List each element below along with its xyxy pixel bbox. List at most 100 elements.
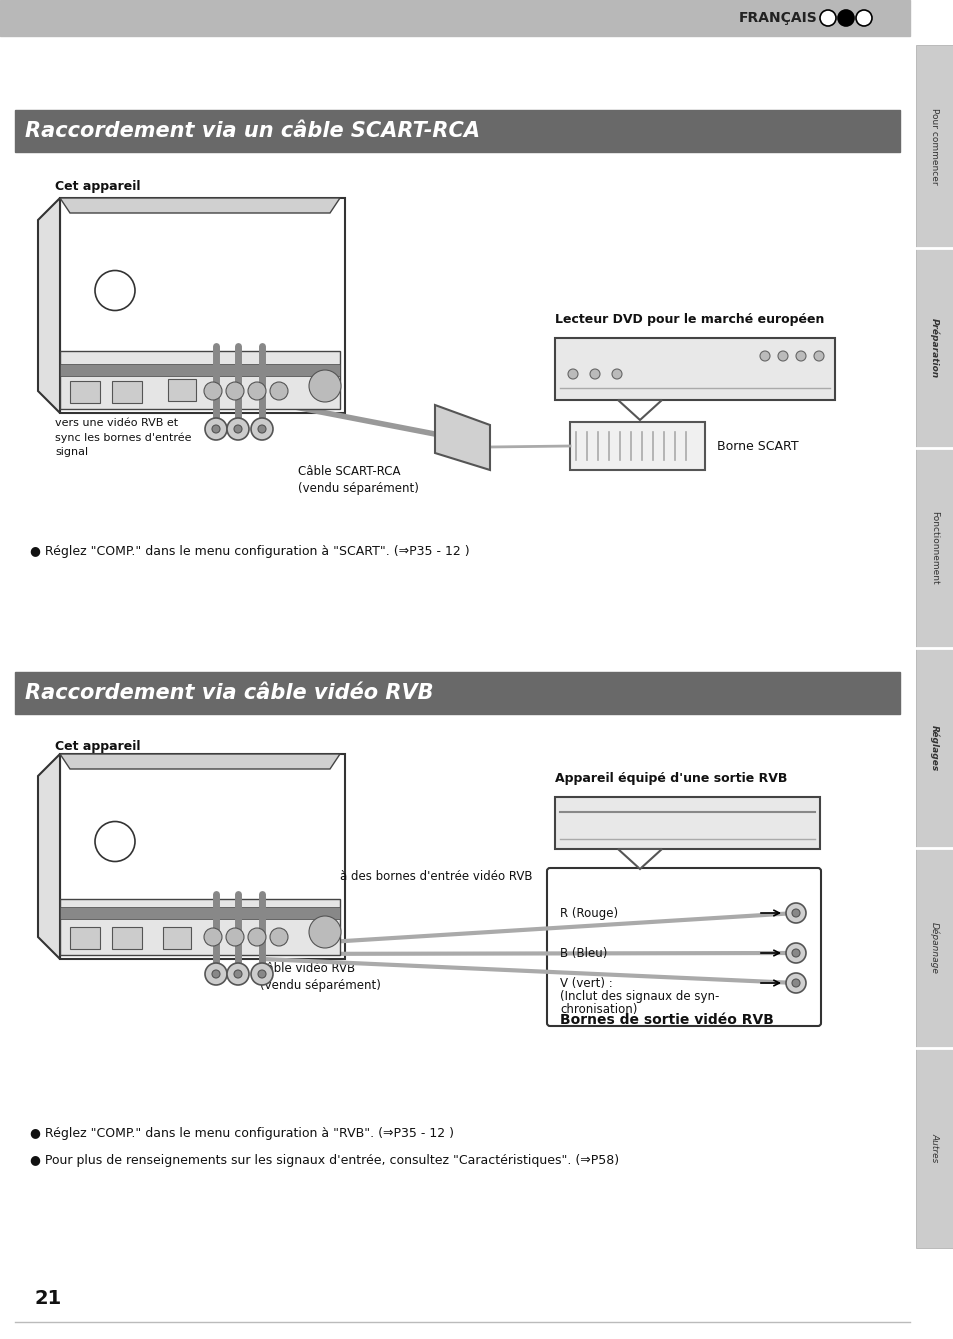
- Circle shape: [813, 351, 823, 362]
- Circle shape: [248, 382, 266, 400]
- Bar: [112, 927, 142, 949]
- Bar: [112, 382, 142, 403]
- Bar: [168, 379, 195, 400]
- Text: vers une vidéo RVB et
sync les bornes d'entrée
signal: vers une vidéo RVB et sync les bornes d'…: [55, 418, 192, 457]
- Circle shape: [791, 949, 800, 957]
- Circle shape: [212, 969, 220, 977]
- Bar: [555, 337, 834, 400]
- Polygon shape: [38, 198, 60, 412]
- FancyBboxPatch shape: [546, 868, 821, 1026]
- Polygon shape: [60, 198, 339, 213]
- Circle shape: [95, 822, 135, 861]
- Circle shape: [204, 928, 222, 945]
- Circle shape: [855, 9, 871, 25]
- Circle shape: [612, 370, 621, 379]
- Text: Réglages: Réglages: [929, 724, 939, 771]
- Bar: [15, 672, 899, 714]
- Circle shape: [248, 928, 266, 945]
- Text: B (Bleu): B (Bleu): [559, 947, 607, 960]
- Text: câble vidéo RVB
(vendu séparément): câble vidéo RVB (vendu séparément): [260, 961, 380, 992]
- Text: Raccordement via un câble SCART-RCA: Raccordement via un câble SCART-RCA: [25, 121, 479, 141]
- Text: Dépannage: Dépannage: [929, 923, 939, 973]
- Text: Fonctionnement: Fonctionnement: [929, 511, 939, 585]
- Circle shape: [589, 370, 599, 379]
- Text: Raccordement via câble vidéo RVB: Raccordement via câble vidéo RVB: [25, 683, 433, 703]
- Circle shape: [205, 418, 227, 441]
- Circle shape: [205, 963, 227, 986]
- Bar: [15, 110, 899, 153]
- Text: (Inclut des signaux de syn-: (Inclut des signaux de syn-: [559, 990, 719, 1003]
- Bar: [915, 46, 953, 248]
- Circle shape: [309, 370, 340, 402]
- Text: ● Réglez "COMP." dans le menu configuration à "RVB". (⇒P35 - 12 ): ● Réglez "COMP." dans le menu configurat…: [30, 1127, 454, 1139]
- Polygon shape: [38, 754, 60, 959]
- Circle shape: [778, 351, 787, 362]
- Text: à des bornes d'entrée vidéo RVB: à des bornes d'entrée vidéo RVB: [339, 870, 532, 882]
- Circle shape: [227, 963, 249, 986]
- Circle shape: [257, 424, 266, 432]
- Circle shape: [95, 270, 135, 311]
- Text: ● Réglez "COMP." dans le menu configuration à "SCART". (⇒P35 - 12 ): ● Réglez "COMP." dans le menu configurat…: [30, 545, 469, 558]
- Circle shape: [309, 916, 340, 948]
- Text: V (vert) :: V (vert) :: [559, 977, 612, 990]
- Bar: [915, 248, 953, 449]
- Bar: [60, 907, 339, 919]
- Circle shape: [785, 902, 805, 923]
- Circle shape: [785, 943, 805, 963]
- Circle shape: [820, 9, 835, 25]
- Polygon shape: [435, 404, 490, 470]
- Polygon shape: [618, 849, 661, 869]
- Text: ● Pour plus de renseignements sur les signaux d'entrée, consultez "Caractéristiq: ● Pour plus de renseignements sur les si…: [30, 1154, 618, 1168]
- Text: Borne SCART: Borne SCART: [717, 439, 798, 453]
- Text: Cet appareil: Cet appareil: [55, 740, 140, 753]
- Text: Appareil équipé d'une sortie RVB: Appareil équipé d'une sortie RVB: [555, 773, 786, 785]
- Bar: [569, 422, 704, 470]
- Circle shape: [567, 370, 578, 379]
- Bar: [555, 797, 820, 849]
- Text: chronisation): chronisation): [559, 1003, 637, 1016]
- Circle shape: [837, 9, 853, 25]
- Circle shape: [791, 979, 800, 987]
- Circle shape: [227, 418, 249, 441]
- Bar: [915, 449, 953, 648]
- Polygon shape: [60, 754, 339, 769]
- Circle shape: [233, 969, 242, 977]
- Text: Préparation: Préparation: [929, 317, 939, 378]
- Circle shape: [204, 382, 222, 400]
- Bar: [163, 927, 191, 949]
- Text: FRANÇAIS: FRANÇAIS: [739, 11, 817, 25]
- Bar: [60, 351, 339, 408]
- Text: Pour commencer: Pour commencer: [929, 108, 939, 185]
- Circle shape: [233, 424, 242, 432]
- Circle shape: [257, 969, 266, 977]
- Bar: [0, 0, 909, 36]
- Text: Lecteur DVD pour le marché européen: Lecteur DVD pour le marché européen: [555, 313, 823, 325]
- Text: Bornes de sortie vidéo RVB: Bornes de sortie vidéo RVB: [559, 1014, 773, 1027]
- Circle shape: [251, 963, 273, 986]
- Circle shape: [226, 382, 244, 400]
- Polygon shape: [618, 400, 661, 420]
- Bar: [70, 382, 100, 403]
- Text: Cet appareil: Cet appareil: [55, 179, 140, 193]
- Bar: [60, 754, 345, 959]
- Circle shape: [226, 928, 244, 945]
- Circle shape: [785, 973, 805, 994]
- Text: 21: 21: [34, 1288, 62, 1307]
- Circle shape: [270, 382, 288, 400]
- Bar: [915, 648, 953, 848]
- Bar: [60, 898, 339, 955]
- Bar: [70, 927, 100, 949]
- Text: R (Rouge): R (Rouge): [559, 907, 618, 920]
- Bar: [915, 848, 953, 1048]
- Bar: [60, 364, 339, 376]
- Circle shape: [795, 351, 805, 362]
- Circle shape: [270, 928, 288, 945]
- Bar: [915, 1048, 953, 1248]
- Circle shape: [791, 909, 800, 917]
- Circle shape: [760, 351, 769, 362]
- Text: Autres: Autres: [929, 1133, 939, 1162]
- Circle shape: [251, 418, 273, 441]
- Bar: [60, 198, 345, 412]
- Circle shape: [212, 424, 220, 432]
- Text: Câble SCART-RCA
(vendu séparément): Câble SCART-RCA (vendu séparément): [297, 465, 418, 495]
